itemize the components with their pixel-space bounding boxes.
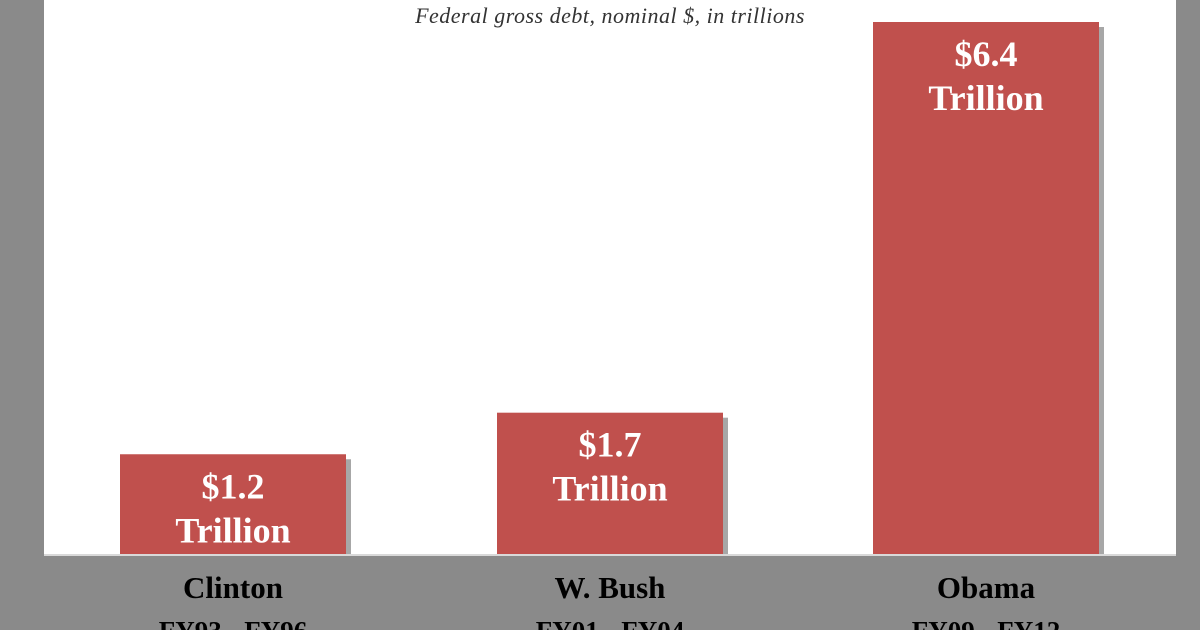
bar-unit-label: Trillion (928, 78, 1043, 118)
bar-unit-label: Trillion (175, 510, 290, 550)
x-tick-sublabel: FY93 - FY96 (159, 616, 307, 630)
bar-value-label: $1.2 (202, 466, 265, 506)
bar-2 (497, 412, 723, 554)
x-tick-label: Obama (937, 570, 1036, 605)
bar-3 (873, 22, 1099, 554)
bar-1 (120, 454, 346, 554)
bar-unit-label: Trillion (552, 469, 667, 509)
x-tick-label: W. Bush (555, 570, 666, 605)
bar-value-label: $6.4 (955, 34, 1018, 74)
bar-value-label: $1.7 (579, 425, 642, 465)
chart-subtitle: Federal gross debt, nominal $, in trilli… (415, 3, 805, 28)
x-tick-label: Clinton (183, 570, 283, 605)
x-tick-sublabel: FY01 - FY04 (536, 616, 684, 630)
x-tick-sublabel: FY09 - FY12 (912, 616, 1060, 630)
